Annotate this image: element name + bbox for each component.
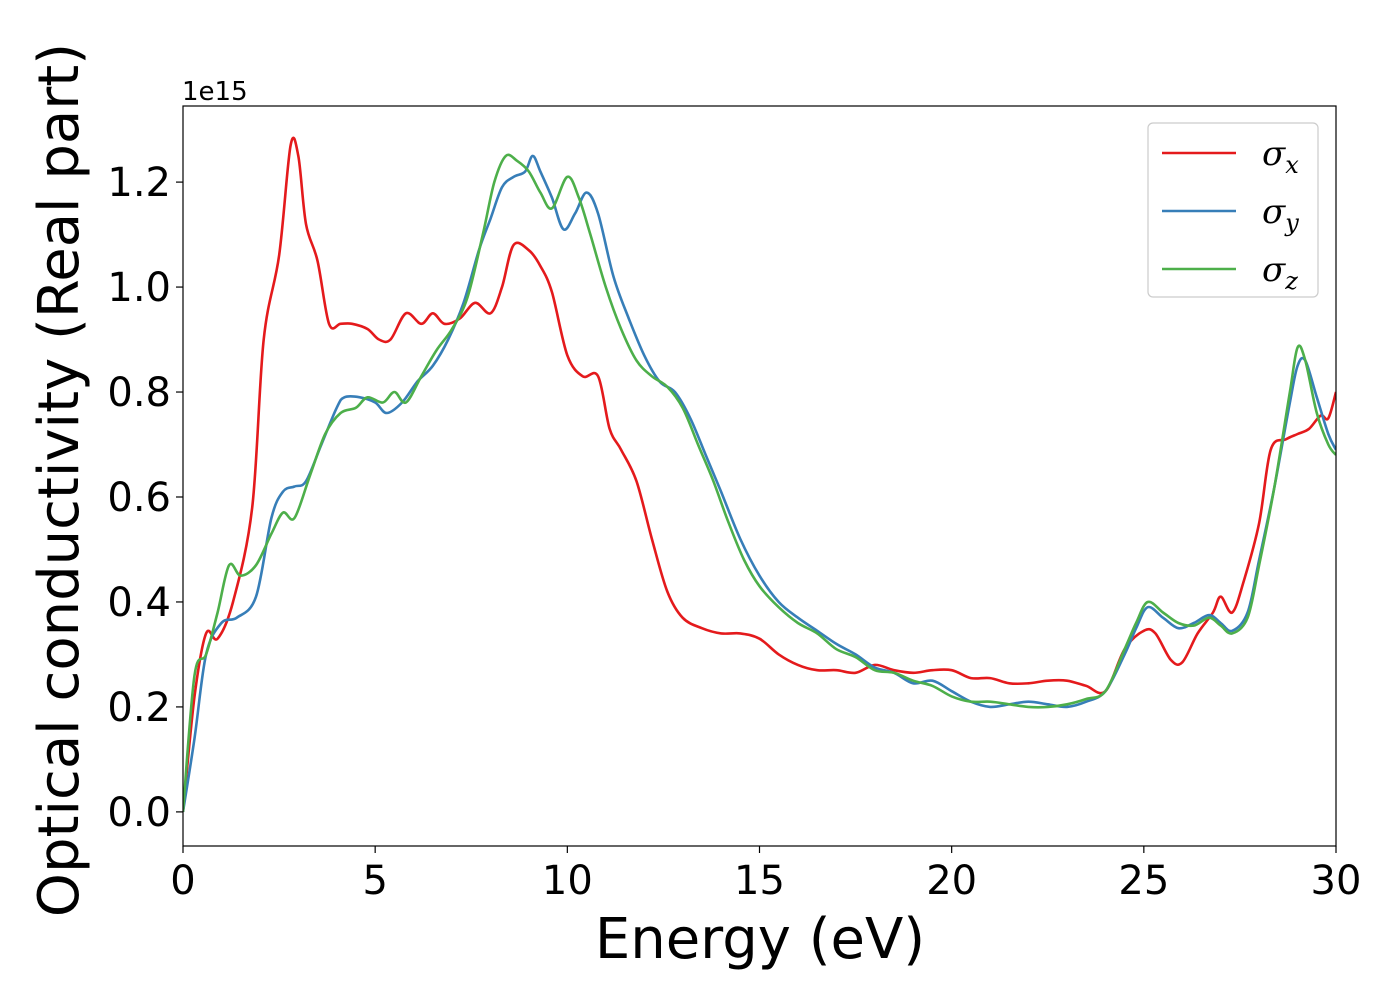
legend-subscript-x: x: [1285, 151, 1299, 179]
y-tick-label: 1.2: [107, 160, 171, 206]
y-tick-label: 0.8: [107, 370, 171, 416]
y-offset-label: 1e15: [182, 77, 248, 107]
y-tick-label: 0.6: [107, 475, 171, 521]
y-axis-label: Optical conductivity (Real part): [27, 43, 92, 917]
y-tick-label: 0.4: [107, 580, 171, 626]
legend-subscript-z: z: [1284, 267, 1298, 295]
ticks: 0 5 10 15 20 25 30 0.0 0.2 0.4 0.6 0.8 1.0 1.2: [107, 160, 1361, 904]
x-tick-label: 15: [734, 858, 785, 904]
y-tick-label: 0.0: [107, 790, 171, 836]
x-tick-label: 20: [926, 858, 977, 904]
series-lines: [183, 136, 1336, 813]
y-tick-label: 1.0: [107, 265, 171, 311]
x-tick-label: 10: [542, 858, 593, 904]
series-line-y: [183, 154, 1336, 813]
x-axis-label: Energy (eV): [595, 907, 925, 972]
x-tick-label: 0: [170, 858, 195, 904]
series-line-z: [183, 153, 1336, 813]
legend-subscript-y: y: [1284, 209, 1299, 237]
x-tick-label: 30: [1311, 858, 1362, 904]
plot-area: [183, 106, 1336, 846]
x-tick-label: 5: [362, 858, 387, 904]
x-tick-label: 25: [1118, 858, 1169, 904]
series-line-x: [183, 136, 1336, 813]
y-tick-label: 0.2: [107, 685, 171, 731]
plot-background: [183, 106, 1336, 846]
